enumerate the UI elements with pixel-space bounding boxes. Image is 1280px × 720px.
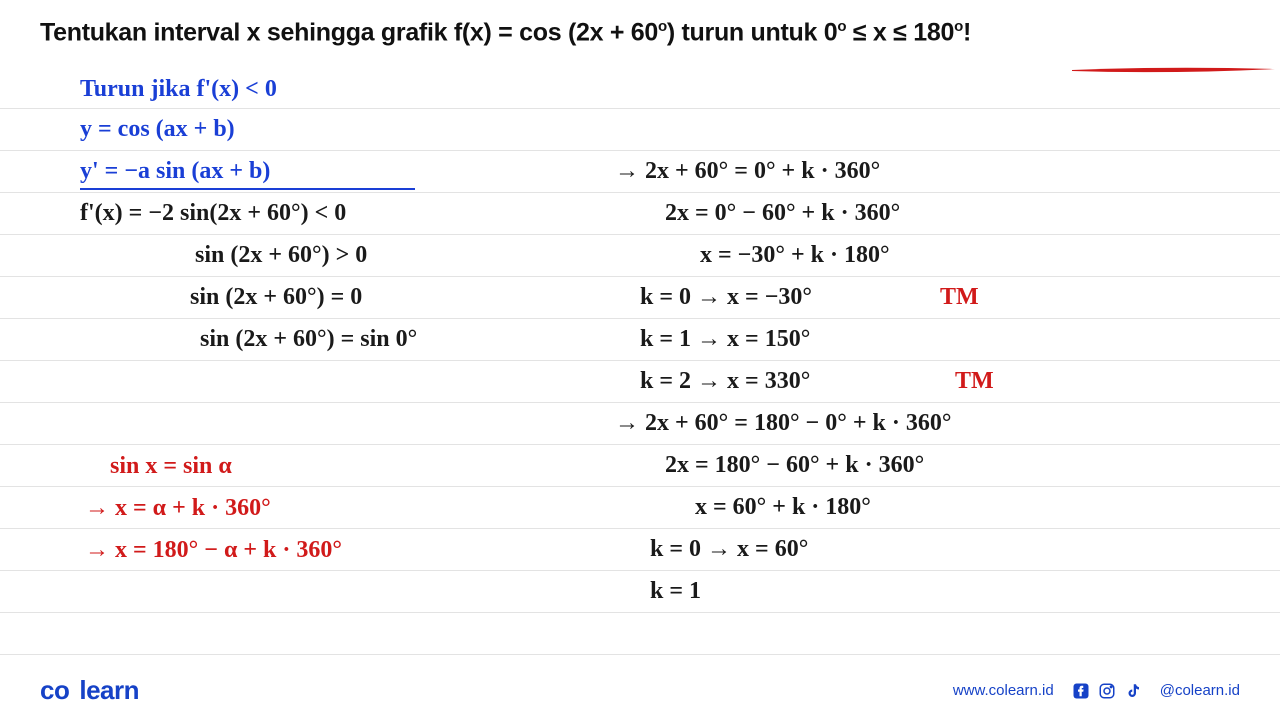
line-r1: → 2x + 60° = 0° + k · 360° (615, 158, 880, 185)
line-l3: y' = −a sin (ax + b) (80, 158, 270, 185)
line-r5: k = 1 → x = 150° (640, 326, 810, 353)
line-l9: → x = α + k · 360° (85, 495, 271, 522)
line-l6: sin (2x + 60°) = 0 (190, 284, 362, 311)
brand-logo: colearn (40, 675, 139, 706)
logo-pre: co (40, 675, 69, 705)
facebook-icon (1072, 682, 1090, 700)
line-l7: sin (2x + 60°) = sin 0° (200, 326, 417, 353)
logo-post: learn (79, 675, 139, 705)
instagram-icon (1098, 682, 1116, 700)
line-r9: x = 60° + k · 180° (695, 494, 871, 521)
line-r11: k = 1 (650, 578, 701, 605)
line-r4a: k = 0 → x = −30° (640, 284, 812, 311)
ruled-background (0, 0, 1280, 720)
line-l10: → x = 180° − α + k · 360° (85, 537, 342, 564)
footer-url: www.colearn.id (953, 682, 1054, 699)
line-r10: k = 0 → x = 60° (650, 536, 808, 563)
social-icons (1072, 682, 1142, 700)
line-r4b: TM (940, 284, 979, 311)
line-r8: 2x = 180° − 60° + k · 360° (665, 452, 924, 479)
line-l2: y = cos (ax + b) (80, 116, 235, 143)
line-r6b: TM (955, 368, 994, 395)
footer: colearn www.colearn.id @colearn.id (40, 675, 1240, 706)
line-r6a: k = 2 → x = 330° (640, 368, 810, 395)
line-r7: → 2x + 60° = 180° − 0° + k · 360° (615, 410, 951, 437)
line-l1: Turun jika f'(x) < 0 (80, 76, 277, 103)
footer-handle: @colearn.id (1160, 682, 1240, 699)
line-l8: sin x = sin α (110, 453, 232, 480)
line-l5: sin (2x + 60°) > 0 (195, 242, 367, 269)
line-l4: f'(x) = −2 sin(2x + 60°) < 0 (80, 200, 346, 227)
line-r2: 2x = 0° − 60° + k · 360° (665, 200, 900, 227)
blue-underline (80, 186, 415, 192)
title-underline (1070, 64, 1280, 78)
tiktok-icon (1124, 682, 1142, 700)
line-r3: x = −30° + k · 180° (700, 242, 890, 269)
problem-title: Tentukan interval x sehingga grafik f(x)… (40, 18, 1240, 47)
